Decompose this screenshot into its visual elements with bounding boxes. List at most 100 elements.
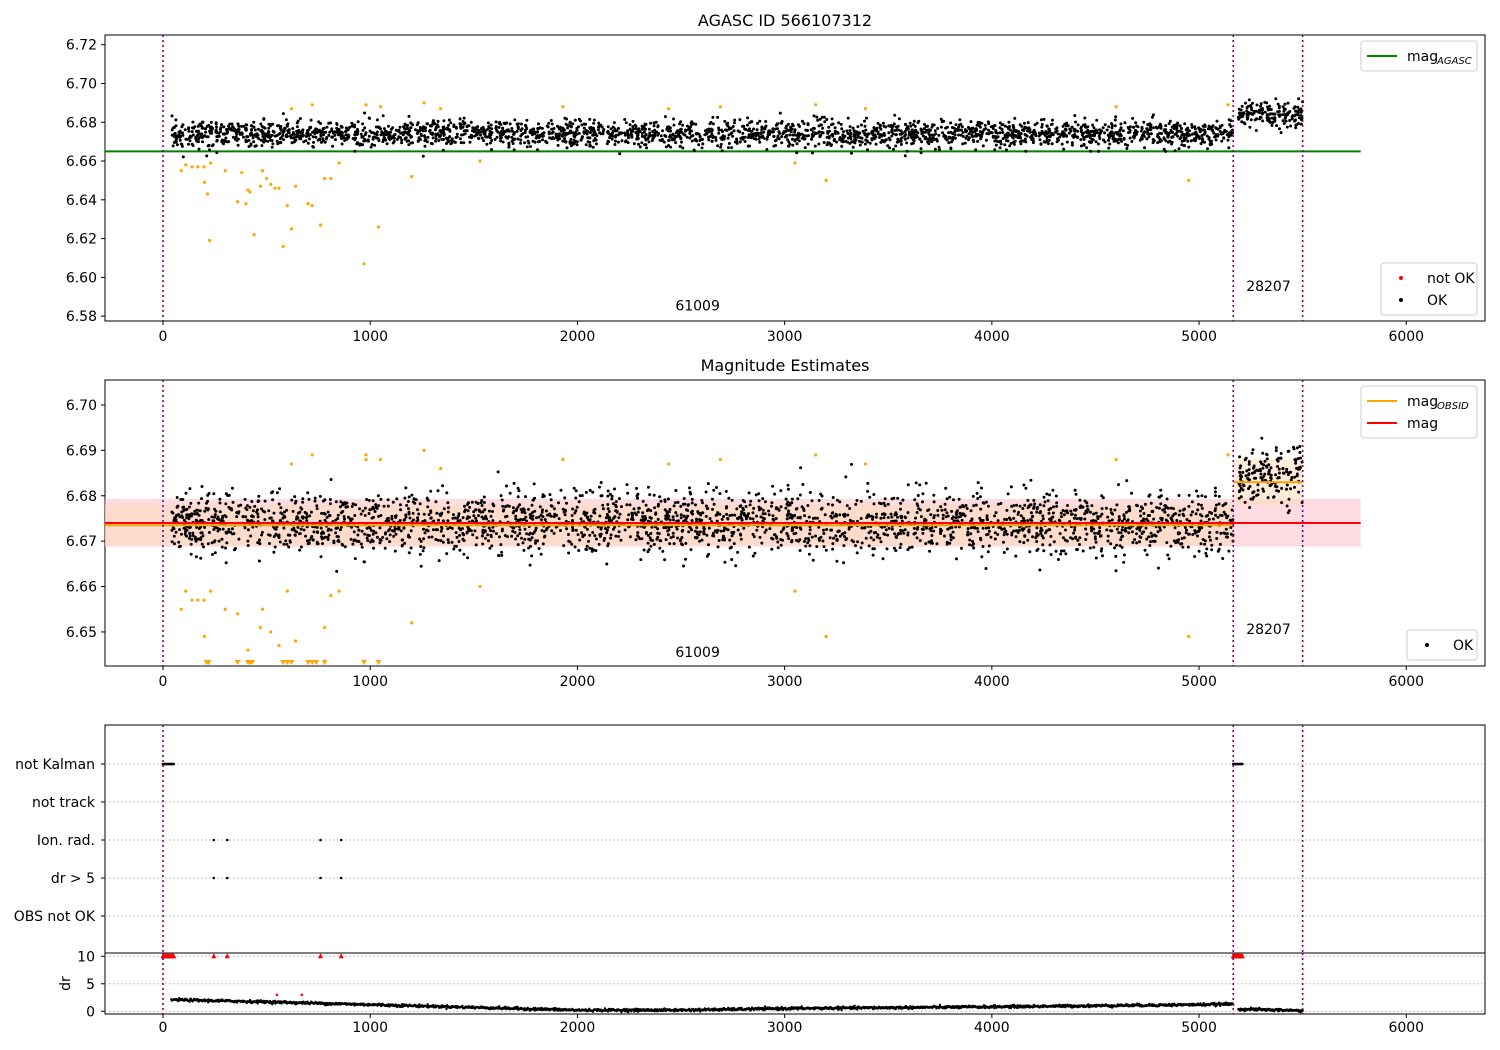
data-point xyxy=(943,534,946,538)
data-point xyxy=(846,131,850,135)
data-point xyxy=(899,139,903,143)
data-point xyxy=(666,533,670,537)
data-point xyxy=(190,514,193,518)
data-point xyxy=(556,124,559,128)
data-point xyxy=(667,138,671,142)
data-point xyxy=(1005,508,1009,512)
data-point xyxy=(792,514,796,518)
data-point xyxy=(1039,142,1043,146)
data-point xyxy=(1051,118,1054,122)
data-point xyxy=(1082,142,1086,146)
outlier-point xyxy=(310,103,314,107)
data-point xyxy=(581,533,585,537)
data-point xyxy=(1091,138,1095,142)
data-point xyxy=(1200,137,1204,140)
data-point xyxy=(763,500,767,504)
data-point xyxy=(936,126,940,130)
data-point xyxy=(591,145,595,149)
data-point xyxy=(411,511,415,515)
data-point xyxy=(350,505,354,508)
data-point xyxy=(639,558,643,562)
data-point xyxy=(353,514,357,517)
data-point xyxy=(1007,133,1011,136)
data-point xyxy=(1229,119,1233,123)
data-point xyxy=(407,551,411,555)
data-point xyxy=(671,531,675,535)
data-point xyxy=(929,529,933,533)
data-point xyxy=(1094,556,1098,560)
data-point xyxy=(1220,514,1224,518)
data-point xyxy=(1149,501,1153,505)
data-point xyxy=(1106,539,1110,543)
data-point xyxy=(609,536,613,540)
data-point xyxy=(806,129,809,132)
data-point xyxy=(400,141,404,145)
data-point xyxy=(763,517,766,521)
data-point xyxy=(433,122,437,126)
data-point xyxy=(1028,128,1032,132)
data-point xyxy=(346,133,350,137)
data-point xyxy=(1194,139,1197,143)
data-point xyxy=(1006,135,1009,139)
data-point xyxy=(489,133,493,137)
data-point xyxy=(597,125,601,129)
data-point xyxy=(514,514,518,518)
data-point xyxy=(422,527,425,531)
data-point xyxy=(1259,115,1263,119)
data-point xyxy=(1277,104,1281,108)
data-point xyxy=(950,509,954,513)
data-point xyxy=(904,133,908,136)
data-point xyxy=(617,497,621,501)
data-point xyxy=(648,133,652,137)
data-point xyxy=(373,135,376,139)
data-point xyxy=(598,514,602,518)
data-point xyxy=(591,531,595,534)
data-point xyxy=(1162,129,1166,133)
data-point xyxy=(354,136,358,140)
data-point xyxy=(1282,122,1286,125)
data-point xyxy=(174,530,178,534)
data-point xyxy=(955,509,959,513)
data-point xyxy=(230,122,234,126)
data-point xyxy=(1177,147,1181,151)
data-point xyxy=(781,528,785,531)
data-point xyxy=(951,136,955,139)
data-point xyxy=(190,512,194,516)
data-point xyxy=(1097,532,1101,535)
data-point xyxy=(1101,554,1104,558)
data-point xyxy=(807,134,810,138)
data-point xyxy=(1214,494,1217,498)
data-point xyxy=(511,529,515,533)
data-point xyxy=(340,130,344,134)
data-point xyxy=(724,489,728,493)
data-point xyxy=(888,138,892,142)
data-point xyxy=(707,130,711,134)
data-point xyxy=(674,511,678,515)
data-point xyxy=(838,513,842,517)
data-point xyxy=(978,516,982,520)
data-point xyxy=(1244,101,1247,105)
data-point xyxy=(759,132,763,136)
legend-box xyxy=(1360,40,1478,72)
data-point xyxy=(267,126,271,130)
data-point xyxy=(717,128,721,132)
data-point xyxy=(1266,105,1270,109)
data-point xyxy=(289,136,293,140)
outlier-point xyxy=(265,176,269,181)
outlier-point xyxy=(1226,103,1230,107)
y-tick-label: 6.70 xyxy=(66,76,97,92)
data-point xyxy=(191,534,195,538)
data-point xyxy=(361,122,365,126)
data-point xyxy=(398,519,402,522)
data-point xyxy=(969,509,973,513)
data-point xyxy=(1187,145,1191,149)
data-point xyxy=(868,141,872,145)
data-point xyxy=(341,543,345,547)
data-point xyxy=(802,509,806,512)
data-point xyxy=(229,507,233,510)
data-point xyxy=(1268,112,1272,116)
data-point xyxy=(928,136,932,140)
data-point xyxy=(1108,132,1112,136)
outlier-point xyxy=(208,238,212,243)
